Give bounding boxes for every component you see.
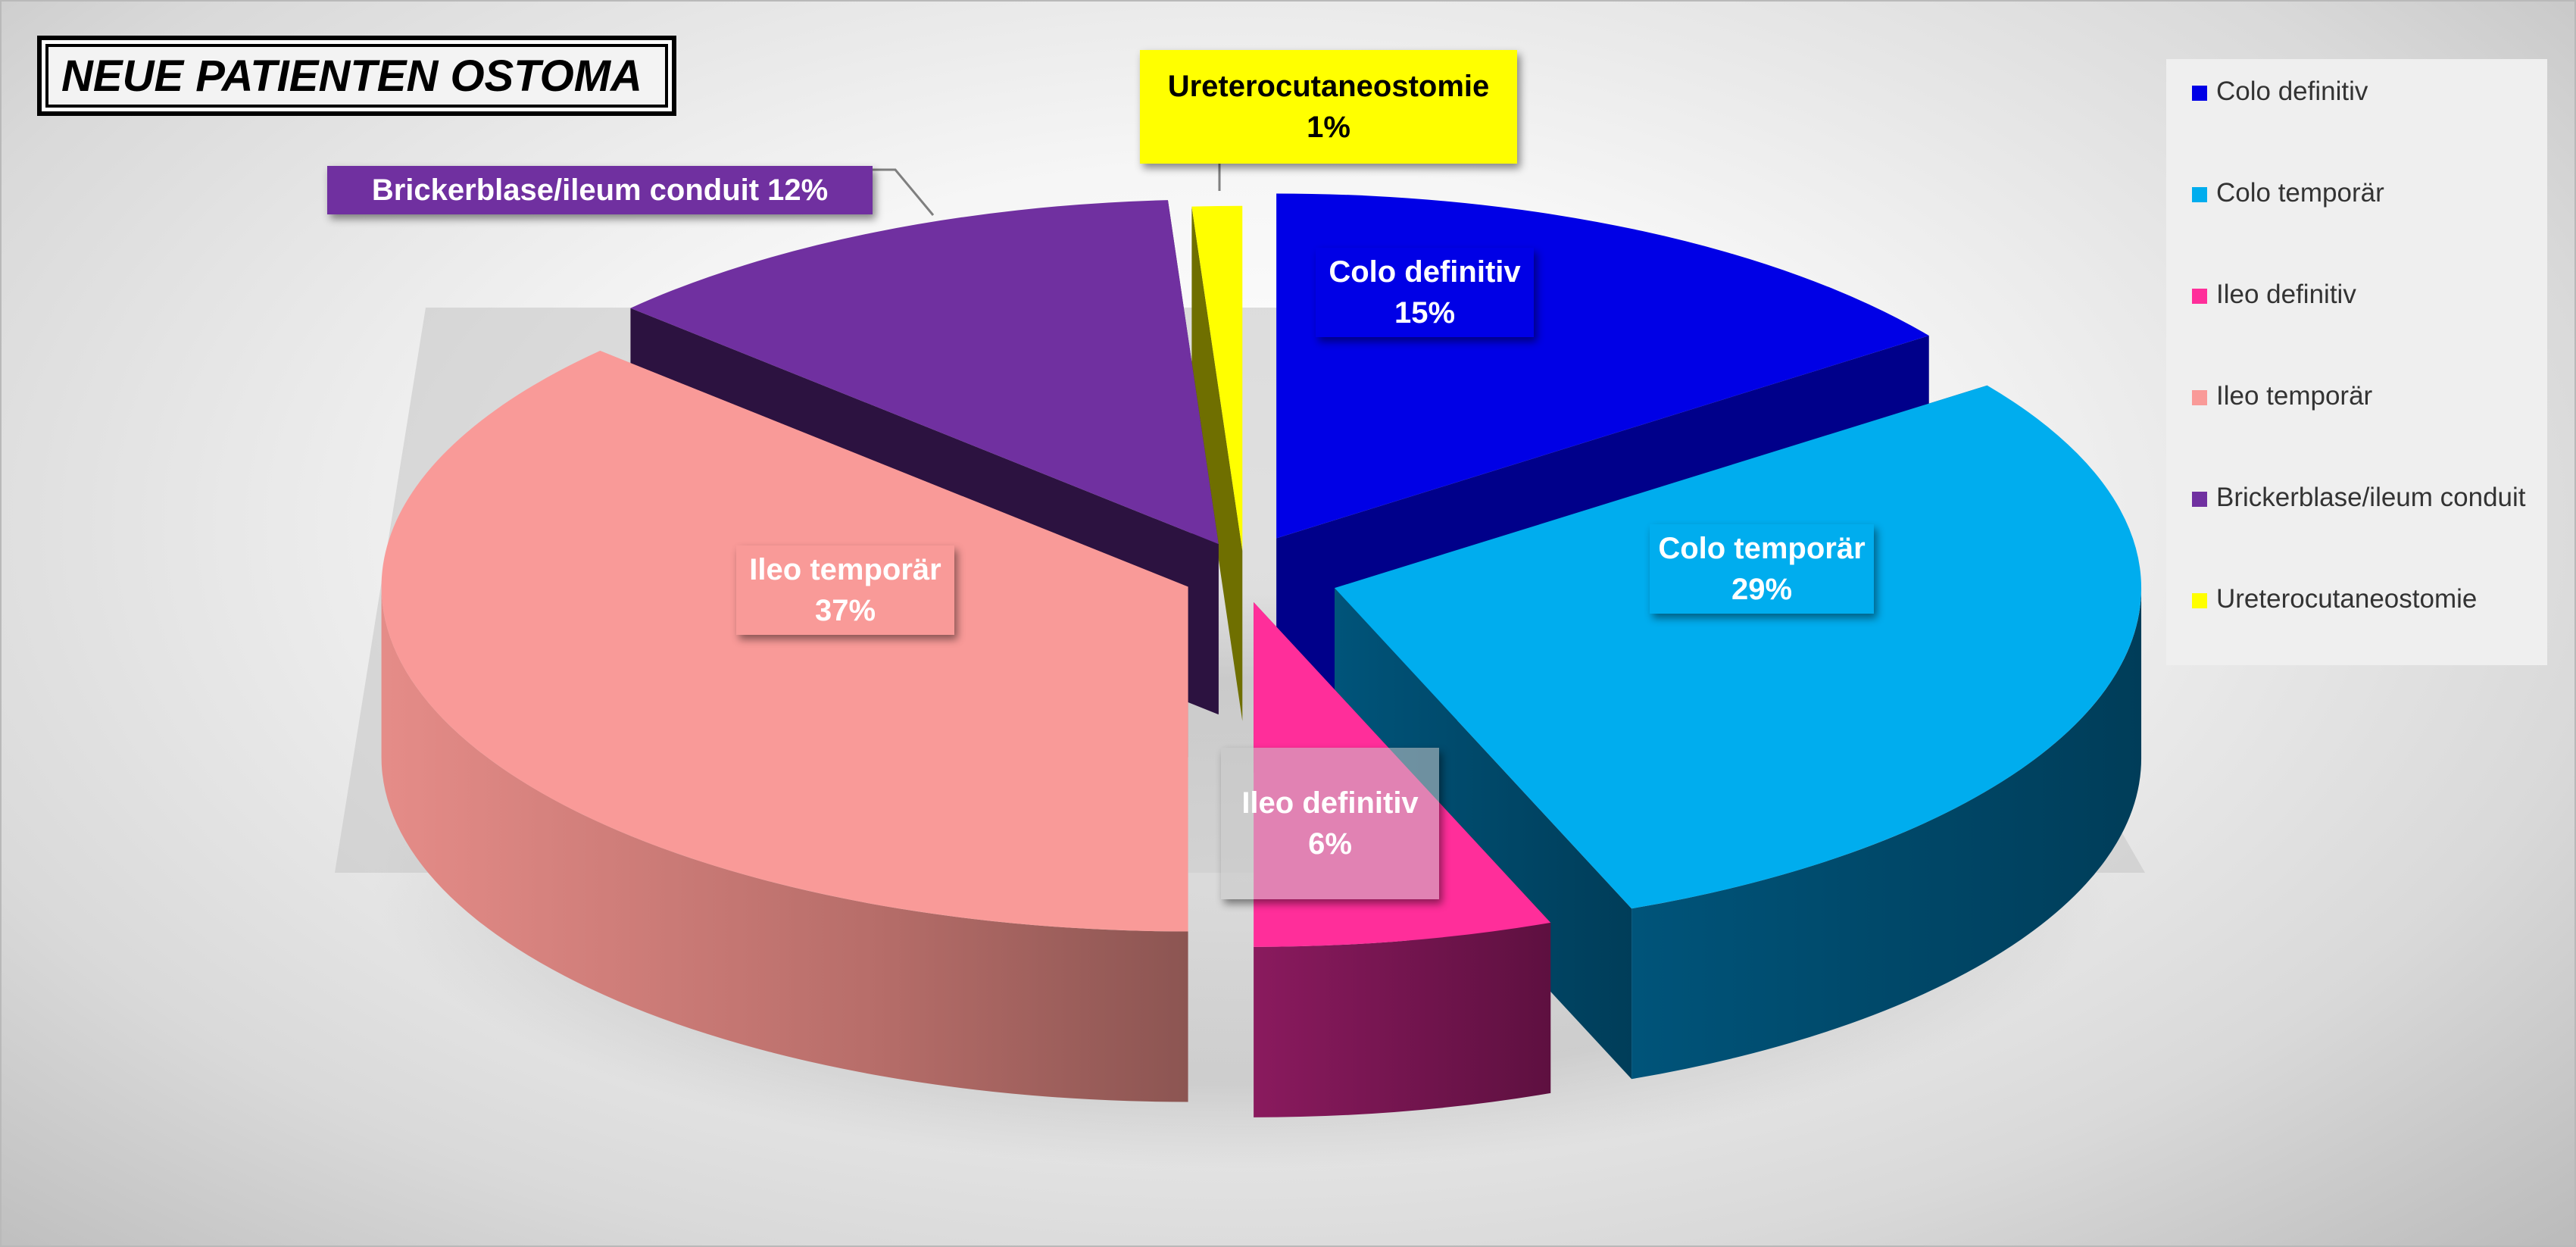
- pie-slice-ileo-temporaer: [381, 351, 1188, 932]
- legend-swatch-colo-temporaer: [2192, 187, 2207, 202]
- data-label-ileo-temporaer-name: Ileo temporär: [749, 553, 941, 586]
- legend-swatch-brickerblase: [2192, 492, 2207, 507]
- data-label-ureterocutaneostomie-value: 1%: [1307, 111, 1350, 144]
- data-label-colo-definitiv-value: 15%: [1394, 296, 1456, 330]
- pie-slice-wall-ureterocutaneostomie: [1191, 206, 1243, 721]
- chart-title-box: NEUE PATIENTEN OSTOMA: [37, 36, 676, 116]
- legend-label-ileo-definitiv: Ileo definitiv: [2216, 280, 2356, 309]
- data-label-colo-definitiv: Colo definitiv 15%: [1316, 248, 1534, 337]
- data-label-colo-definitiv-name: Colo definitiv: [1329, 255, 1521, 289]
- pie-slice-side-ileo-temporaer: [381, 586, 1188, 1102]
- data-label-colo-temporaer-name: Colo temporär: [1658, 532, 1866, 565]
- legend-label-ureterocutaneostomie: Ureterocutaneostomie: [2216, 584, 2478, 614]
- data-label-ureterocutaneostomie-name: Ureterocutaneostomie: [1167, 70, 1490, 103]
- pie-slice-ureterocutaneostomie: [1191, 205, 1243, 551]
- leader-line-brickerblase: [871, 168, 935, 216]
- legend-item-ileo-definitiv: Ileo definitiv: [2192, 276, 2547, 377]
- chart-title: NEUE PATIENTEN OSTOMA: [61, 51, 642, 101]
- pie-slice-side-ileo-definitiv: [1254, 922, 1551, 1117]
- legend-label-colo-temporaer: Colo temporär: [2216, 178, 2384, 208]
- data-label-ileo-definitiv: Ileo definitiv 6%: [1221, 748, 1439, 899]
- legend: Colo definitiv Colo temporär Ileo defini…: [2166, 59, 2547, 665]
- legend-item-ureterocutaneostomie: Ureterocutaneostomie: [2192, 580, 2547, 626]
- data-label-ileo-definitiv-value: 6%: [1308, 827, 1352, 861]
- data-label-colo-temporaer-value: 29%: [1731, 573, 1793, 606]
- legend-label-ileo-temporaer: Ileo temporär: [2216, 381, 2373, 411]
- legend-swatch-ileo-temporaer: [2192, 390, 2207, 405]
- legend-label-colo-definitiv: Colo definitiv: [2216, 77, 2368, 106]
- data-label-ileo-temporaer-value: 37%: [814, 594, 876, 627]
- data-label-colo-temporaer: Colo temporär 29%: [1650, 524, 1874, 614]
- pie-slice-side-colo-temporaer: [1631, 588, 2142, 1080]
- data-label-brickerblase-value: 12%: [767, 173, 829, 207]
- legend-item-brickerblase: Brickerblase/ileum conduit: [2192, 479, 2547, 580]
- legend-item-ileo-temporaer: Ileo temporär: [2192, 377, 2547, 479]
- data-label-brickerblase: Brickerblase/ileum conduit 12%: [327, 166, 873, 214]
- data-label-brickerblase-name: Brickerblase/ileum conduit: [371, 173, 760, 207]
- data-label-ileo-definitiv-name: Ileo definitiv: [1241, 786, 1419, 820]
- data-label-ureterocutaneostomie: Ureterocutaneostomie 1%: [1140, 50, 1517, 164]
- legend-item-colo-temporaer: Colo temporär: [2192, 174, 2547, 276]
- legend-swatch-colo-definitiv: [2192, 86, 2207, 101]
- pie-slice-colo-temporaer: [1335, 385, 2142, 909]
- pie-slice-brickerblase: [630, 200, 1219, 545]
- legend-swatch-ureterocutaneostomie: [2192, 593, 2207, 608]
- legend-swatch-ileo-definitiv: [2192, 289, 2207, 304]
- legend-label-brickerblase: Brickerblase/ileum conduit: [2216, 483, 2526, 512]
- legend-item-colo-definitiv: Colo definitiv: [2192, 73, 2547, 174]
- data-label-ileo-temporaer: Ileo temporär 37%: [736, 545, 954, 635]
- pie-slice-wall-colo-temporaer: [1335, 588, 1632, 1080]
